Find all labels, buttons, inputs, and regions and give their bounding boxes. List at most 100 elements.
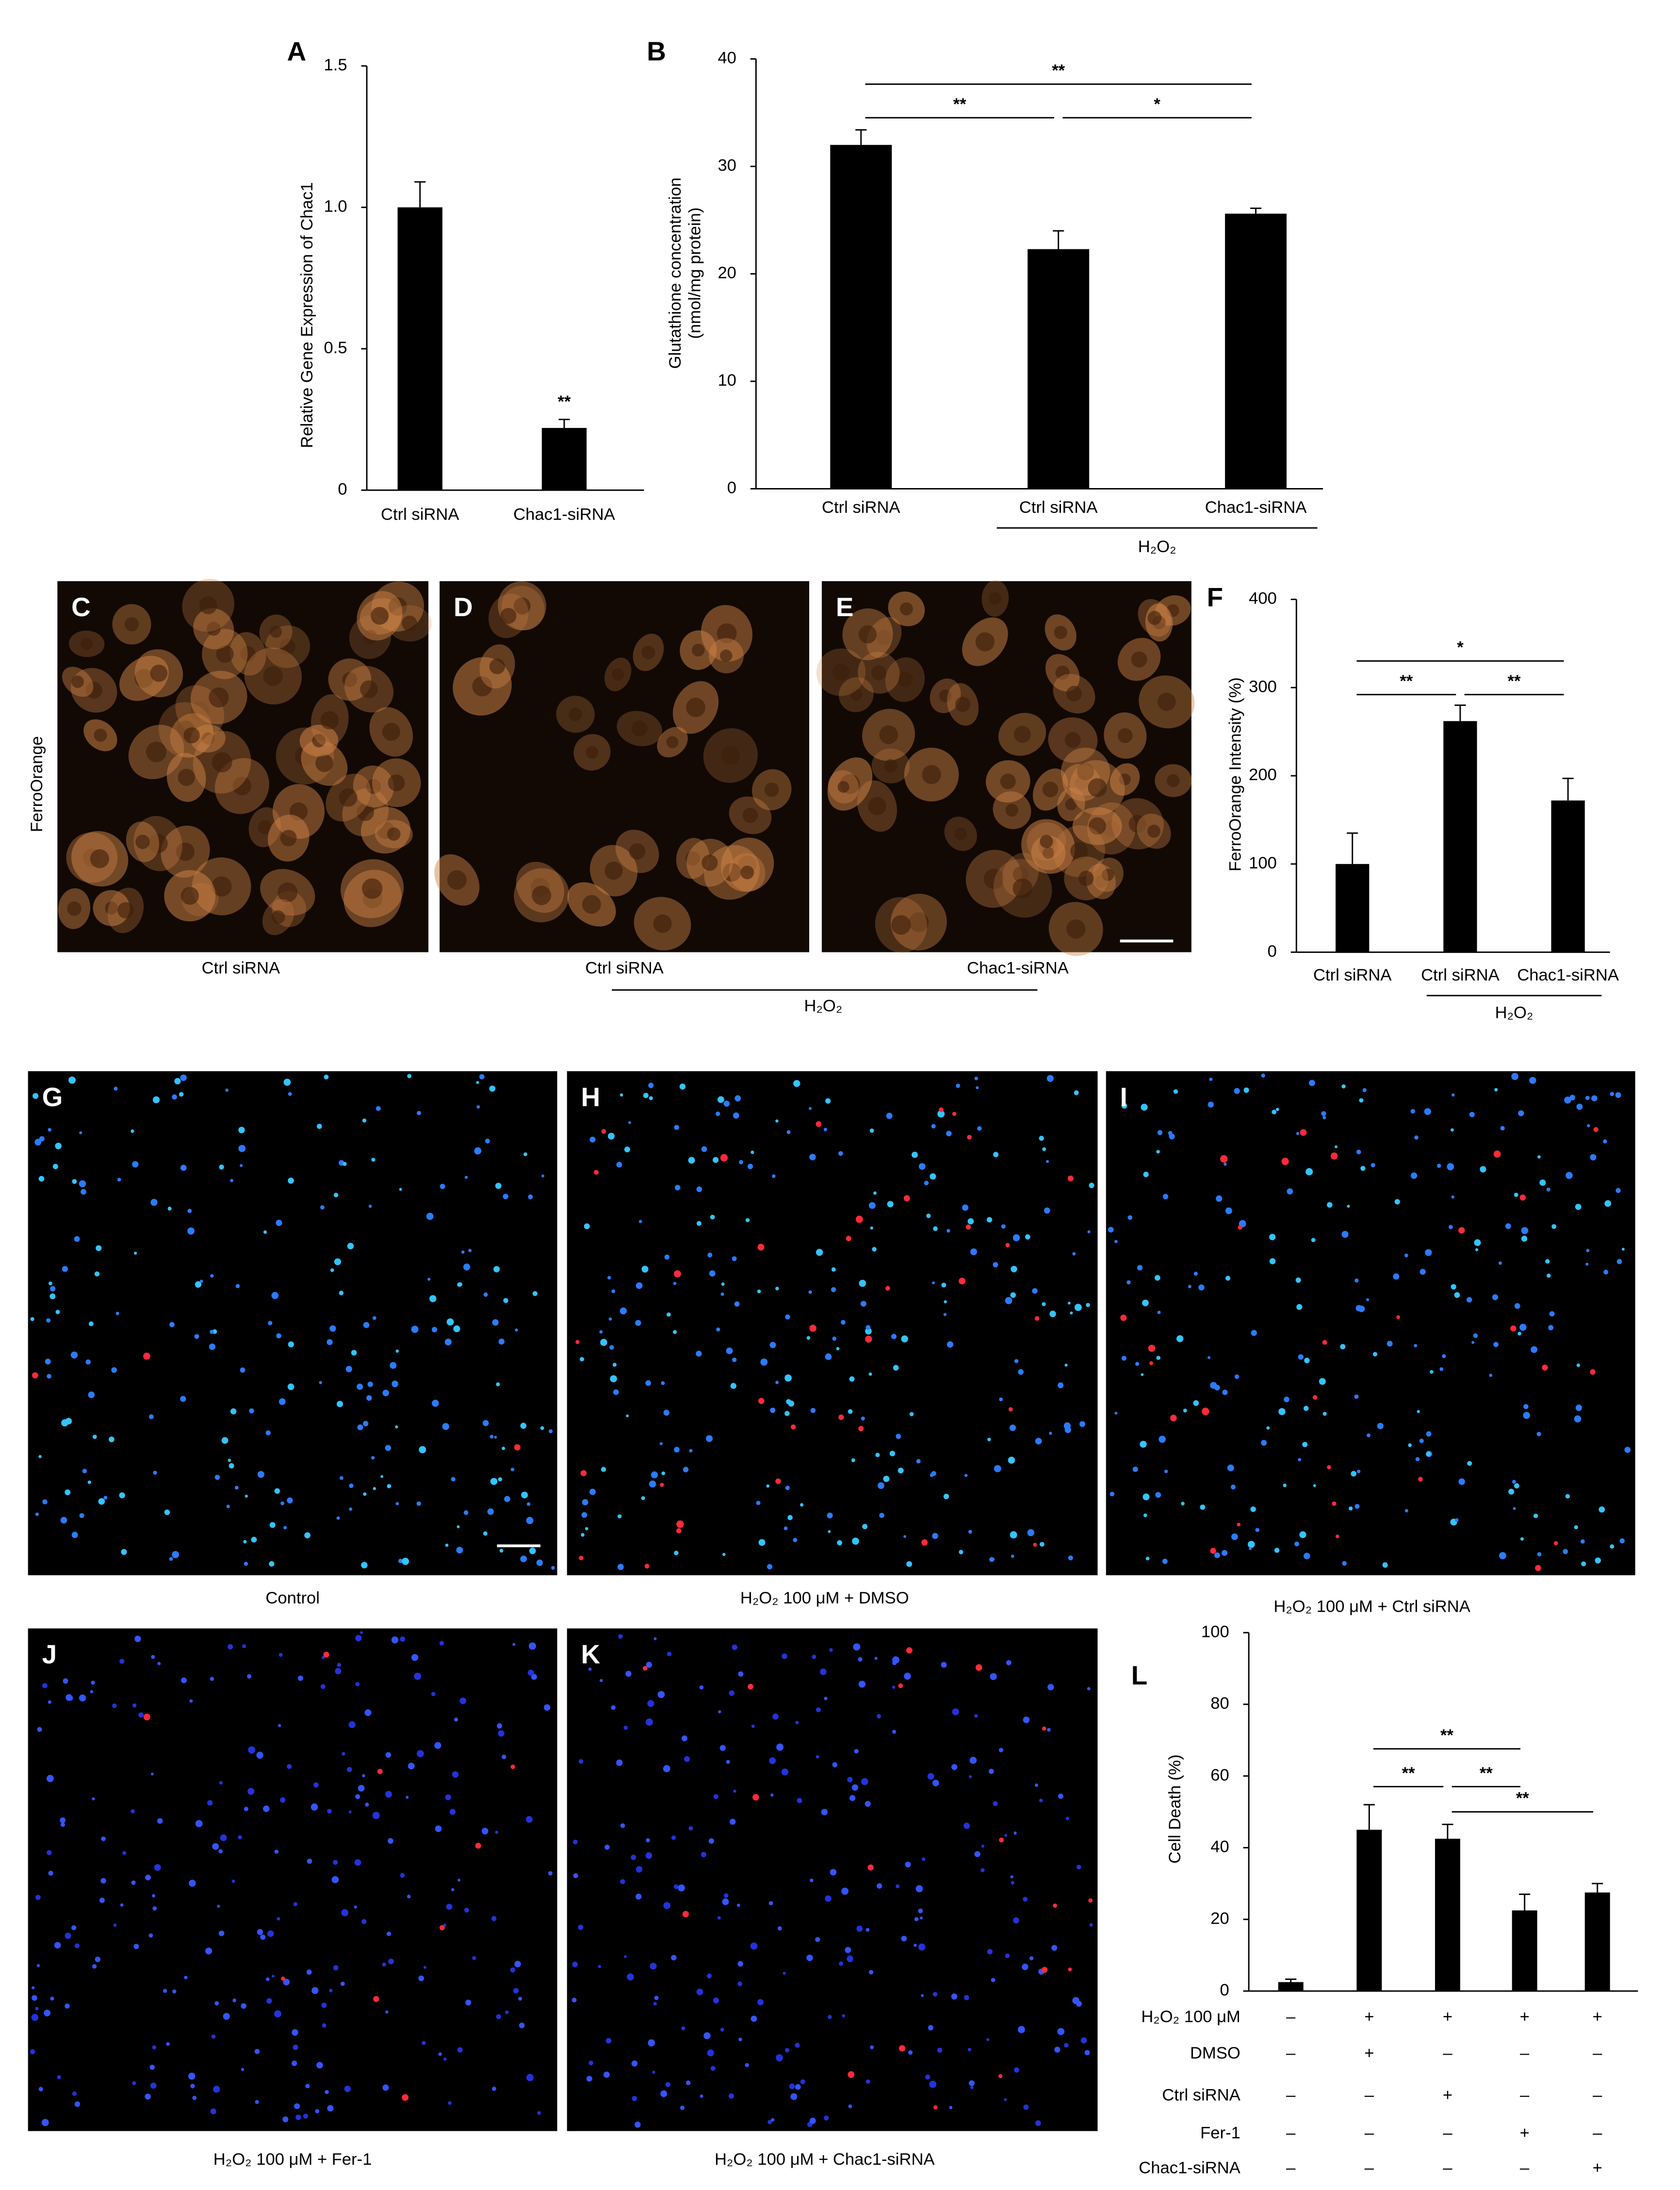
error-bar <box>1562 778 1574 801</box>
nucleus-dot <box>498 1339 505 1345</box>
nucleus <box>447 870 467 890</box>
nucleus-dot <box>825 1353 832 1360</box>
nucleus-dot <box>1010 1875 1013 1879</box>
nucleus-dot <box>800 2079 805 2084</box>
nucleus-dot <box>223 2013 230 2020</box>
y-axis-label: Relative Gene Expression of Chac1 <box>298 182 316 448</box>
nucleus-dot <box>1156 1150 1160 1154</box>
nucleus-dot <box>868 1970 874 1975</box>
nucleus <box>148 834 168 853</box>
nucleus-dot <box>1025 1234 1030 1240</box>
nucleus-dot <box>926 1213 931 1218</box>
nucleus-dot <box>180 1396 186 1402</box>
nucleus-dot <box>861 1416 865 1421</box>
nucleus-dot <box>852 1537 859 1545</box>
nucleus-dot <box>333 1965 339 1971</box>
nucleus-dot <box>892 1656 899 1664</box>
condition-sign: – <box>1365 2086 1374 2105</box>
nucleus <box>832 663 850 681</box>
nucleus-dot <box>357 1424 363 1431</box>
nucleus-dot <box>148 1414 154 1420</box>
nucleus-dot <box>1335 1145 1337 1148</box>
nucleus-dot <box>60 1517 67 1524</box>
nucleus <box>1012 866 1028 883</box>
condition-label: Chac1-siRNA <box>1139 2159 1241 2177</box>
nucleus-dot <box>1247 1540 1255 1548</box>
nucleus-dot <box>457 1879 460 1882</box>
nucleus-dot <box>1358 1306 1365 1312</box>
nucleus-dot <box>347 1242 354 1250</box>
nucleus-dot <box>365 1802 369 1807</box>
nucleus-dot <box>959 1550 963 1554</box>
nucleus-dot <box>316 2061 323 2069</box>
nucleus-dot <box>620 1093 623 1097</box>
nucleus-dot <box>1065 1816 1069 1820</box>
nucleus-dot <box>1404 1509 1408 1513</box>
nucleus-dot <box>726 1347 733 1355</box>
nucleus-dot <box>952 1708 959 1716</box>
nucleus-dot <box>266 1977 270 1981</box>
nucleus-dot <box>548 1871 553 1876</box>
nucleus-dot <box>645 1380 651 1386</box>
y-tick-label: 400 <box>1249 589 1277 608</box>
nucleus <box>363 630 378 645</box>
nucleus-dot <box>400 1873 405 1878</box>
nucleus-dot <box>244 1562 248 1566</box>
nucleus <box>117 902 134 918</box>
nucleus <box>1042 847 1055 859</box>
nucleus-dot <box>145 2093 151 2100</box>
nucleus-dot <box>1109 1491 1115 1497</box>
nucleus-dot <box>870 2045 874 2049</box>
dead-cell-dot <box>1034 1316 1040 1321</box>
y-tick-label: 80 <box>1210 1694 1229 1713</box>
nucleus-dot <box>150 1772 154 1776</box>
nucleus-dot <box>340 1981 345 1986</box>
nucleus-dot <box>482 1420 489 1426</box>
nucleus-dot <box>823 1128 827 1131</box>
nucleus-dot <box>1039 1798 1043 1802</box>
nucleus-dot <box>49 1293 56 1300</box>
dead-cell-dot <box>933 2105 938 2109</box>
nucleus-dot <box>810 1879 814 1882</box>
nucleus-dot <box>1121 1103 1127 1109</box>
nucleus-dot <box>962 1204 969 1211</box>
nucleus-dot <box>331 1876 339 1883</box>
dead-cell-dot <box>1418 1476 1423 1482</box>
nucleus-dot <box>319 1381 322 1384</box>
nucleus-dot <box>513 1988 519 1994</box>
nucleus-dot <box>679 1083 686 1090</box>
panel-letter: A <box>287 36 307 66</box>
nucleus-dot <box>35 2007 39 2010</box>
nucleus <box>685 851 700 866</box>
panel-letter: J <box>42 1639 57 1669</box>
nucleus-dot <box>325 2090 329 2094</box>
nucleus-dot <box>632 2096 637 2101</box>
nucleus-dot <box>797 1798 802 1803</box>
dead-cell-dot <box>1330 1152 1338 1160</box>
nucleus-dot <box>551 1566 555 1570</box>
nucleus-dot <box>194 1334 199 1339</box>
nucleus-dot <box>1193 1400 1199 1406</box>
nucleus <box>909 912 929 932</box>
nucleus-dot <box>681 2026 685 2030</box>
nucleus-dot <box>856 1926 863 1932</box>
nucleus-dot <box>32 1986 35 1990</box>
nucleus-dot <box>757 1999 764 2006</box>
nucleus-dot <box>636 1282 643 1289</box>
nucleus-dot <box>1304 1553 1310 1560</box>
nucleus-dot <box>354 1905 357 1909</box>
nucleus-dot <box>713 1157 719 1163</box>
nucleus-dot <box>305 2084 310 2089</box>
nucleus-dot <box>903 1535 906 1538</box>
nucleus-dot <box>113 1923 117 1927</box>
nucleus-dot <box>703 2032 711 2040</box>
nucleus-dot <box>1451 1195 1454 1199</box>
nucleus-dot <box>710 2066 716 2071</box>
dead-cell-dot <box>644 1564 650 1569</box>
nucleus-dot <box>1546 1187 1550 1192</box>
nucleus-dot <box>932 1281 935 1285</box>
nucleus-dot <box>427 1277 431 1281</box>
nucleus-dot <box>355 1794 360 1799</box>
condition-sign: – <box>1286 2159 1296 2177</box>
nucleus-dot <box>434 1742 441 1749</box>
